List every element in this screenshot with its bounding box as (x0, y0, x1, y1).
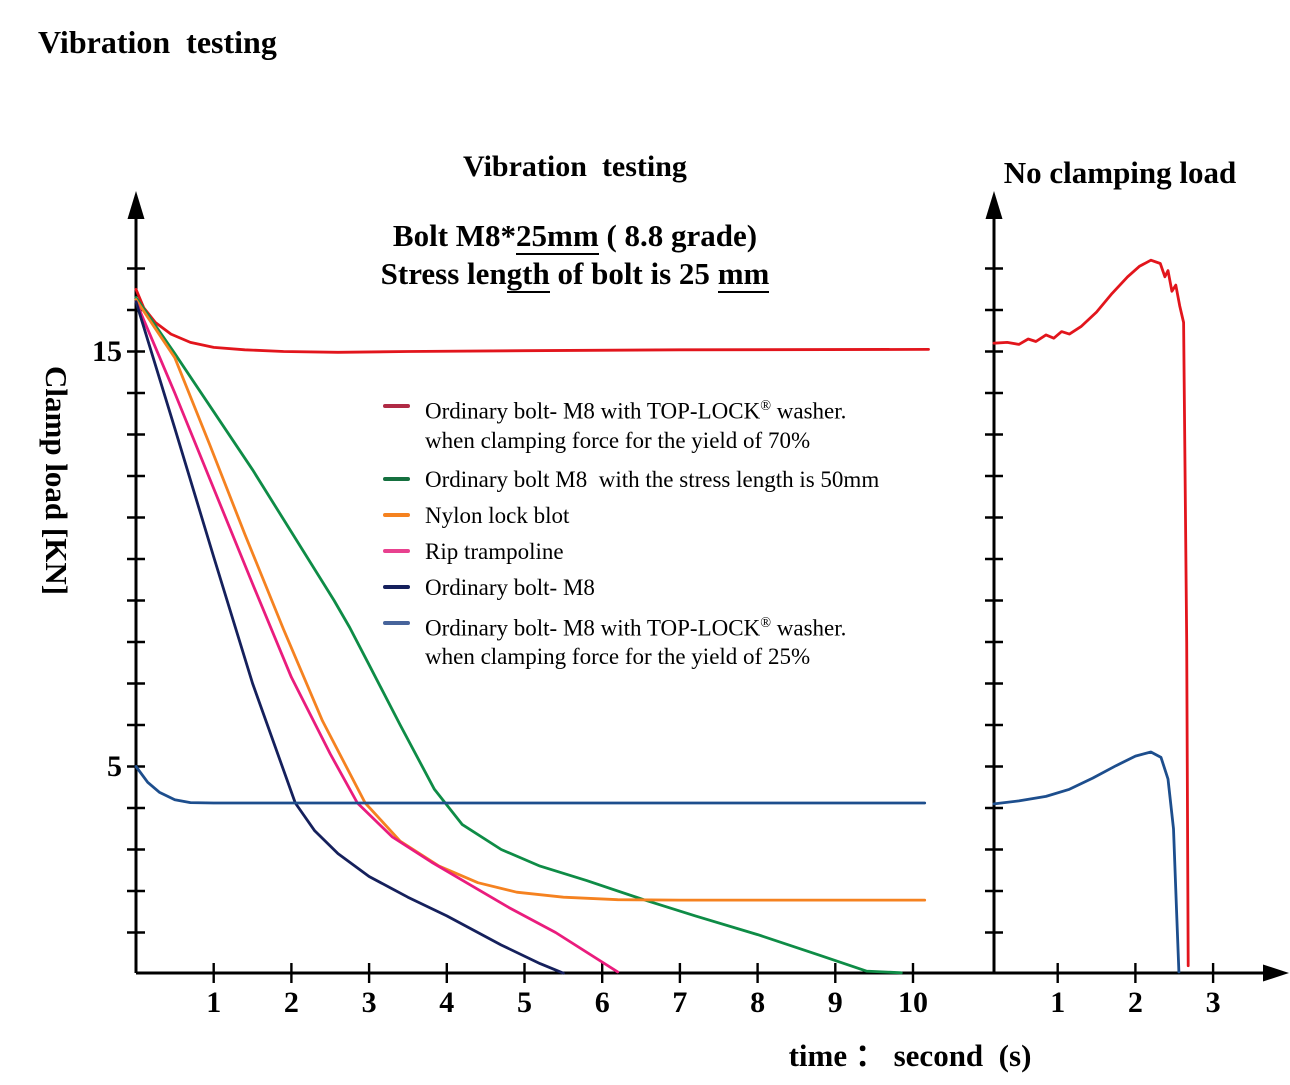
legend-text: washer. (771, 615, 847, 641)
legend-item-toplock-25: Ordinary bolt- M8 with TOP-LOCK® washer.… (383, 609, 879, 672)
legend-label: Nylon lock blot (425, 501, 569, 530)
registered-mark-icon: ® (760, 398, 772, 414)
legend-text: Rip trampoline (425, 538, 564, 564)
legend-swatch-green (383, 476, 410, 481)
x-axis-label: time ： second (s) (788, 1038, 1032, 1073)
legend-label: Ordinary bolt- M8 (425, 573, 595, 602)
main-y-axis-arrow-icon (127, 191, 145, 219)
legend-item-stress-50mm: Ordinary bolt M8 with the stress length … (383, 465, 879, 494)
series-curve (134, 296, 903, 975)
x-axis-arrow-icon (1263, 964, 1289, 982)
subtitle2-a: Stress len (380, 256, 507, 291)
series-curve (992, 258, 1190, 968)
legend-item-ordinary-m8: Ordinary bolt- M8 (383, 573, 879, 602)
page-title: Vibration testing (38, 24, 277, 60)
legend-item-toplock-70: Ordinary bolt- M8 with TOP-LOCK® washer.… (383, 392, 879, 455)
subtitle1-a: Bolt M8* (392, 218, 517, 253)
subtitle2-underlined-2: mm (717, 256, 770, 293)
subtitle1-underlined: 25mm (516, 218, 599, 255)
legend: Ordinary bolt- M8 with TOP-LOCK® washer.… (383, 392, 879, 681)
legend-swatch-navy (383, 584, 410, 589)
legend-label: Ordinary bolt M8 with the stress length … (425, 465, 879, 494)
legend-label: Ordinary bolt- M8 with TOP-LOCK® washer.… (425, 609, 846, 672)
series-curve (134, 287, 930, 354)
legend-swatch-blue (383, 620, 410, 625)
data-curves (134, 258, 1190, 975)
right-chart-title: No clamping load (1003, 155, 1237, 190)
legend-label: Ordinary bolt- M8 with TOP-LOCK® washer.… (425, 392, 846, 455)
legend-text: Ordinary bolt- M8 with TOP-LOCK (425, 615, 761, 641)
legend-text: Nylon lock blot (425, 502, 570, 528)
registered-mark-icon: ® (760, 614, 772, 631)
legend-swatch-orange (383, 512, 410, 517)
legend-swatch-pink (383, 548, 410, 553)
y-axis-label: Clamp load [KN] (39, 366, 74, 596)
legend-label: Rip trampoline (425, 537, 564, 566)
axis-ticks (127, 267, 1215, 983)
legend-text-line2: when clamping force for the yield of 70% (425, 427, 811, 453)
main-chart-title: Vibration testing (463, 150, 687, 183)
legend-swatch-red (383, 404, 410, 408)
series-curve (134, 300, 565, 975)
subtitle2-underlined-1: gth (506, 256, 550, 293)
legend-text-line2: when clamping force for the yield of 25% (425, 644, 811, 670)
legend-text: Ordinary bolt- M8 with TOP-LOCK (425, 398, 761, 424)
series-curve (992, 750, 1181, 974)
legend-text: Ordinary bolt- M8 (425, 574, 595, 600)
legend-item-nylon-lock: Nylon lock blot (383, 501, 879, 530)
legend-text: washer. (771, 398, 847, 424)
series-curve (134, 765, 927, 805)
main-chart-subtitle-line2: Stress length of bolt is 25 mm (265, 256, 885, 293)
legend-text: Ordinary bolt M8 with the stress length … (425, 466, 880, 492)
subtitle1-b: ( 8.8 grade) (598, 218, 758, 253)
main-chart-subtitle-line1: Bolt M8*25mm ( 8.8 grade) (265, 218, 885, 255)
subtitle2-b: of bolt is 25 (549, 256, 718, 291)
axes (127, 191, 1289, 982)
legend-item-rip-trampoline: Rip trampoline (383, 537, 879, 566)
right-y-axis-arrow-icon (985, 191, 1003, 219)
